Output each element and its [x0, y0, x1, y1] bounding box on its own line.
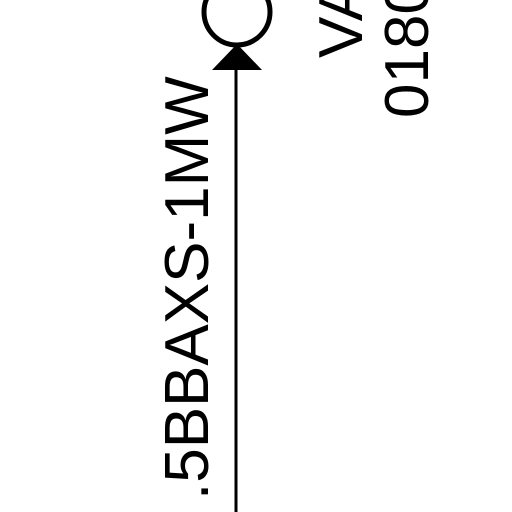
flow-arrow-marker — [212, 44, 262, 70]
valve-circle — [201, 0, 273, 48]
valve-label: VA — [307, 0, 376, 58]
pipe-label: .5BBAXS-1MW — [153, 76, 222, 500]
valve-number: 0180 — [373, 0, 442, 118]
